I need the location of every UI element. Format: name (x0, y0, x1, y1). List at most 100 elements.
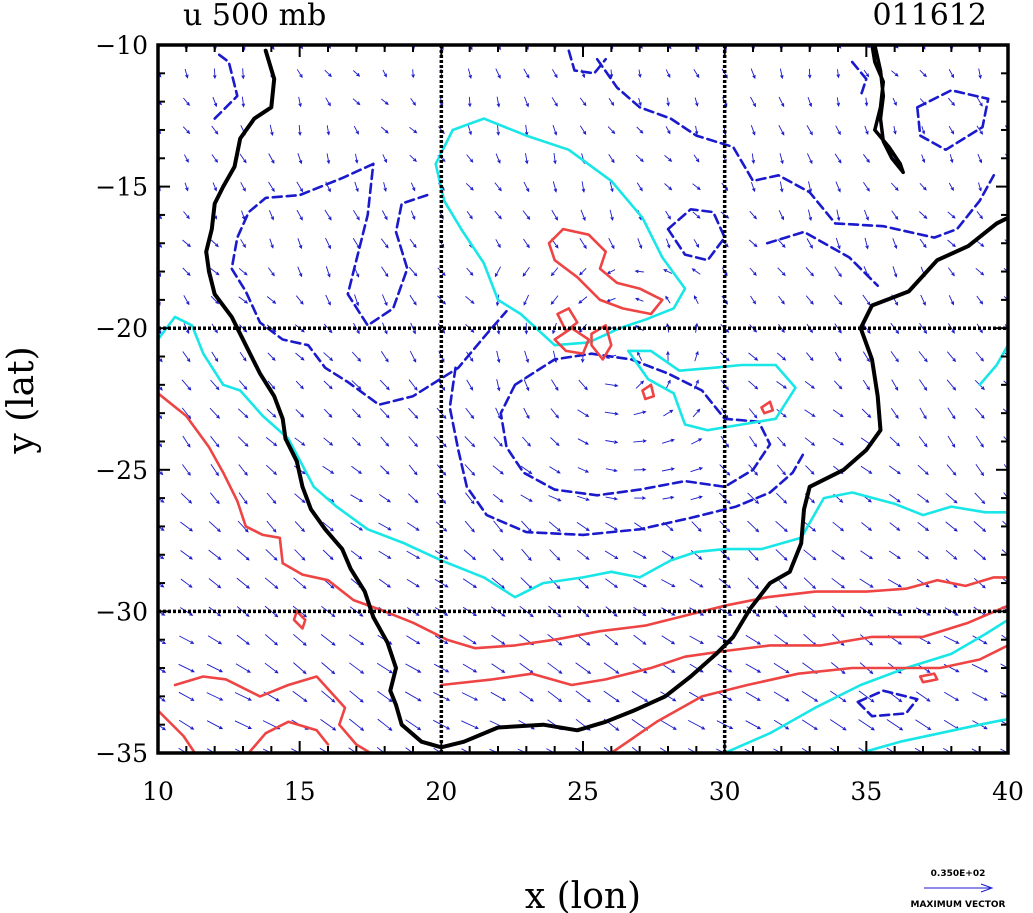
wind-vector-397 (862, 379, 870, 391)
wind-vector-784 (405, 747, 414, 753)
wind-vector-48 (638, 69, 642, 78)
wind-vector-496 (158, 497, 165, 503)
wind-vector-162 (354, 181, 359, 193)
wind-vector-695 (519, 662, 534, 674)
wind-vector-764 (716, 720, 734, 730)
wind-vector-479 (549, 466, 561, 474)
wind-vector-221 (269, 238, 274, 249)
wind-vector-102 (409, 126, 418, 134)
wind-vector-430 (919, 407, 927, 420)
wind-vector-530 (237, 520, 249, 533)
wind-vector-550 (803, 521, 817, 532)
wind-vector-722 (404, 691, 422, 702)
negative-contour-3 (346, 162, 429, 327)
wind-vector-189 (241, 210, 246, 221)
wind-vector-662 (463, 635, 477, 645)
wind-vector-360 (694, 350, 699, 362)
negative-contour-1 (448, 366, 806, 537)
wind-vector-145 (751, 153, 756, 165)
wind-vector-658 (348, 634, 365, 646)
negative-contour-0 (499, 352, 772, 497)
wind-vector-149 (863, 154, 870, 164)
y-tick-label-30: −30 (95, 597, 148, 626)
wind-vector-499 (238, 492, 248, 505)
wind-vector-256 (381, 266, 389, 278)
wind-vector-293 (550, 295, 559, 305)
wind-vector-428 (861, 408, 872, 419)
wind-vector-399 (919, 379, 928, 391)
wind-vector-780 (291, 748, 301, 753)
wind-vector-215 (976, 211, 984, 220)
wind-vector-104 (467, 125, 472, 136)
wind-vector-270 (777, 267, 786, 277)
wind-vector-367 (890, 351, 899, 363)
wind-vector-214 (947, 211, 956, 219)
x-tick-label-20: 20 (425, 777, 457, 806)
wind-vector-608 (689, 578, 704, 588)
wind-vector-534 (350, 522, 364, 531)
wind-vector-472 (351, 465, 363, 475)
low-positive-contour-5 (859, 717, 1008, 753)
wind-vector-485 (719, 464, 731, 476)
wind-vector-300 (750, 295, 757, 305)
wind-vector-591 (208, 578, 222, 589)
wind-vector-779 (262, 748, 273, 753)
wind-vector-804 (971, 748, 981, 753)
wind-vector-169 (552, 181, 558, 193)
wind-vector-796 (744, 748, 755, 753)
wind-vector-687 (293, 662, 307, 675)
wind-vector-131 (354, 153, 359, 164)
wind-vector-427 (832, 409, 844, 418)
wind-vector-177 (779, 181, 784, 193)
wind-vector-209 (807, 209, 813, 222)
wind-vector-56 (863, 69, 870, 78)
wind-vector-398 (891, 379, 899, 391)
y-tick-label-10: −10 (95, 31, 148, 60)
wind-vector-720 (349, 690, 364, 703)
y-tick-label-35: −35 (95, 739, 148, 768)
wind-vector-286 (354, 294, 360, 307)
wind-vector-277 (975, 267, 985, 276)
wind-vector-503 (350, 494, 364, 503)
high-positive-contour-6 (610, 644, 1008, 753)
negative-contour-4 (213, 52, 239, 120)
wind-vector-75 (523, 96, 529, 108)
low-positive-contour-2 (627, 349, 797, 432)
wind-vector-371 (1004, 352, 1008, 358)
wind-vector-778 (234, 748, 244, 753)
wind-vector-244 (919, 238, 927, 249)
wind-vector-296 (635, 297, 644, 302)
wind-vector-358 (637, 351, 643, 361)
wind-vector-274 (892, 266, 898, 278)
wind-vector-575 (633, 550, 647, 559)
wind-vector-531 (266, 520, 277, 533)
wind-vector-774 (1000, 720, 1008, 726)
wind-vector-332 (778, 324, 785, 333)
wind-vector-86 (836, 97, 841, 107)
wind-vector-172 (636, 182, 643, 192)
wind-vector-344 (239, 352, 247, 362)
wind-vector-452 (661, 438, 675, 444)
wind-vector-682 (158, 667, 167, 673)
wind-vector-400 (946, 379, 957, 391)
wind-vector-245 (947, 239, 956, 248)
negative-contour-8 (916, 89, 990, 152)
wind-vector-98 (298, 124, 302, 137)
wind-vector-168 (523, 181, 530, 193)
wind-vector-192 (324, 209, 332, 221)
wind-vector-181 (890, 182, 899, 191)
wind-vector-54 (808, 68, 812, 79)
wind-vector-292 (523, 294, 530, 306)
wind-vector-202 (609, 209, 614, 222)
wind-vector-114 (750, 125, 756, 136)
wind-vector-120 (921, 126, 926, 135)
wind-vector-620 (158, 610, 166, 616)
wind-vector-94 (182, 126, 191, 135)
wind-vector-174 (692, 183, 701, 191)
wind-vector-455 (749, 436, 758, 448)
wind-vector-713 (158, 695, 166, 702)
wind-vector-70 (381, 98, 389, 105)
wind-vector-193 (353, 209, 360, 221)
wind-vector-563 (294, 549, 306, 561)
wind-vector-40 (411, 69, 415, 79)
